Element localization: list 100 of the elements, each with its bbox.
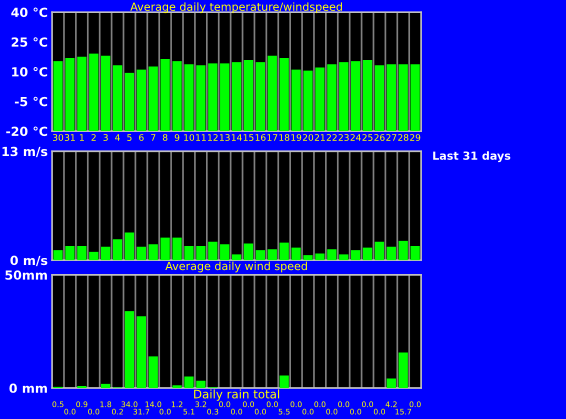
bar — [398, 240, 408, 260]
bar — [244, 243, 254, 260]
bar — [398, 64, 408, 132]
bar — [280, 242, 289, 260]
bar — [124, 311, 134, 388]
bar — [291, 248, 301, 260]
bar — [101, 384, 110, 388]
bar — [101, 56, 110, 132]
bar — [410, 64, 420, 132]
bar — [184, 246, 194, 260]
x-tick-label: 29 — [410, 134, 420, 141]
bar — [256, 250, 266, 260]
y-tick-label: 0 m/s — [10, 256, 48, 266]
bar — [410, 246, 420, 260]
bar — [303, 70, 313, 132]
bar — [148, 66, 158, 132]
x-axis-title: Average daily wind speed — [165, 262, 307, 272]
y-tick-label: -5 °C — [14, 96, 48, 106]
x-tick-label: 28 — [398, 134, 408, 141]
bar — [232, 62, 242, 132]
bar — [220, 244, 230, 260]
x-tick-label: 16 — [256, 134, 266, 141]
bar — [65, 58, 75, 132]
x-tick-label: 7 — [151, 134, 156, 141]
bar — [220, 63, 230, 132]
x-tick-label: 5 — [127, 134, 132, 141]
bar — [339, 62, 348, 132]
bar — [350, 250, 360, 260]
x-tick-label: 26 — [374, 134, 385, 141]
bar — [112, 239, 122, 260]
bar — [268, 56, 277, 132]
bar — [208, 63, 218, 132]
bar — [89, 252, 98, 260]
bar — [303, 255, 313, 260]
x-tick-label: 30 — [52, 134, 64, 141]
bar — [374, 65, 384, 132]
x-tick-label: 14 — [232, 134, 242, 141]
bar — [291, 70, 301, 132]
bar — [136, 70, 146, 132]
x-tick-label: 11 — [196, 134, 206, 141]
x-tick-label: 1 — [80, 134, 84, 141]
bar — [160, 238, 170, 260]
bar — [315, 253, 325, 260]
bar — [386, 64, 396, 132]
chart-title: Average daily temperature/windspeed — [130, 2, 342, 14]
bar — [196, 246, 206, 260]
bar — [232, 254, 242, 260]
x-tick-label: 18 — [279, 134, 290, 141]
bar — [77, 56, 86, 132]
bar — [280, 58, 289, 132]
bar — [256, 62, 266, 132]
x-tick-label: 19 — [291, 134, 302, 141]
bar — [315, 67, 325, 132]
x-tick-label: 17 — [268, 134, 278, 141]
x-tick-label: 13 — [220, 134, 230, 141]
bar — [244, 60, 254, 132]
bar — [362, 60, 372, 132]
x-tick-label: 2 — [92, 134, 96, 141]
x-tick-label: 9 — [174, 134, 180, 141]
bar — [350, 61, 360, 132]
y-tick-label: 50mm — [5, 270, 47, 280]
bar — [208, 242, 218, 260]
x-tick-label: 23 — [338, 134, 349, 141]
y-tick-label: 13 m/s — [2, 146, 48, 158]
bar — [268, 249, 277, 260]
bar — [327, 249, 336, 260]
x-tick-label: 6 — [139, 134, 144, 141]
bar — [124, 232, 134, 260]
x-tick-label: 4 — [115, 134, 120, 141]
x-tick-label: 8 — [162, 134, 168, 141]
x-tick-label: 15 — [244, 134, 254, 141]
x-tick-label: 12 — [208, 134, 218, 141]
x-tick-label: 3 — [103, 134, 108, 141]
bar — [136, 316, 146, 388]
bar — [327, 64, 336, 132]
bar — [148, 356, 158, 388]
bar — [398, 352, 408, 388]
y-tick-label: 25 °C — [12, 37, 48, 47]
bar — [196, 65, 206, 132]
bar — [53, 61, 63, 132]
x-tick-label: 31 — [64, 134, 75, 141]
x-tick-label: 21 — [314, 134, 325, 141]
y-tick-label: 10 °C — [12, 67, 48, 77]
bar — [148, 244, 158, 260]
y-tick-label: -20 °C — [6, 126, 48, 136]
bar — [280, 376, 289, 388]
bar — [386, 246, 396, 260]
text: Last 31 days — [433, 151, 510, 162]
bar — [172, 61, 182, 132]
bar — [172, 238, 182, 260]
bar — [112, 65, 122, 132]
bar — [136, 246, 146, 260]
x-axis-title: Daily rain total — [194, 389, 280, 401]
x-tick-label: 24 — [350, 134, 361, 141]
bar — [101, 246, 110, 260]
bar — [124, 72, 134, 132]
bar — [339, 254, 348, 260]
bar — [53, 250, 63, 260]
bar — [196, 380, 206, 388]
x-tick-label: 22 — [326, 134, 337, 141]
